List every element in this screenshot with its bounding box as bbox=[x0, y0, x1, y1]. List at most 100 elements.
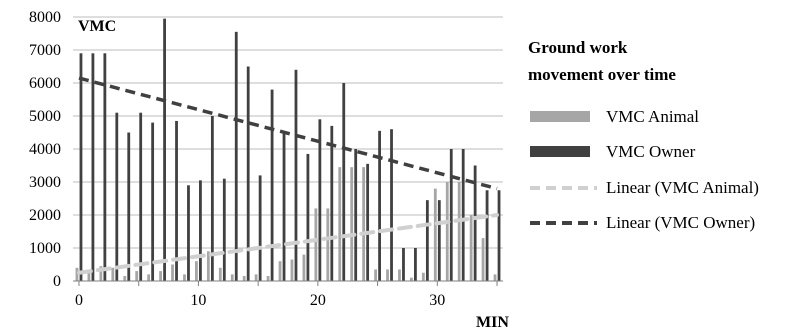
bar-vmc-animal bbox=[111, 267, 115, 281]
bar-vmc-animal bbox=[338, 167, 342, 281]
bar-vmc-animal bbox=[445, 182, 449, 281]
bar-vmc-animal bbox=[159, 271, 162, 281]
bar-vmc-owner bbox=[366, 163, 370, 281]
bar-vmc-owner bbox=[282, 132, 286, 281]
bar-vmc-owner bbox=[79, 53, 83, 281]
y-tick-label: 0 bbox=[53, 273, 61, 290]
bar-vmc-owner bbox=[234, 31, 238, 281]
bar-vmc-owner bbox=[187, 185, 190, 281]
bar-vmc-owner bbox=[270, 89, 274, 281]
bar-vmc-animal bbox=[398, 269, 401, 281]
bar-vmc-animal bbox=[254, 274, 258, 281]
y-tick-label: 4000 bbox=[29, 141, 61, 158]
y-tick-label: 8000 bbox=[29, 9, 61, 26]
bar-vmc-owner bbox=[210, 116, 214, 281]
legend: Ground work movement over time VMC Anima… bbox=[528, 38, 759, 232]
bar-vmc-owner bbox=[222, 178, 226, 281]
bar-vmc-owner bbox=[115, 112, 119, 281]
bar-vmc-animal bbox=[314, 208, 318, 281]
bar-vmc-owner bbox=[139, 112, 143, 281]
bar-vmc-animal bbox=[350, 167, 354, 281]
legend-title-line-2: movement over time bbox=[528, 65, 676, 84]
bars bbox=[75, 18, 501, 282]
bar-vmc-owner bbox=[127, 132, 131, 281]
bar-vmc-animal bbox=[147, 274, 151, 281]
legend-label-linear-owner: Linear (VMC Owner) bbox=[606, 213, 755, 232]
y-axis-title: VMC bbox=[78, 18, 116, 35]
bar-vmc-owner bbox=[163, 18, 166, 282]
bar-vmc-animal bbox=[87, 271, 91, 281]
bar-vmc-animal bbox=[242, 276, 246, 281]
y-tick-label: 3000 bbox=[29, 174, 61, 191]
x-axis-title: MIN bbox=[476, 314, 509, 330]
legend-label-vmc-owner: VMC Owner bbox=[606, 142, 696, 161]
bar-vmc-owner bbox=[306, 153, 310, 281]
y-tick-label: 7000 bbox=[29, 42, 61, 59]
trendline-vmc-owner bbox=[78, 76, 498, 191]
bar-vmc-animal bbox=[99, 266, 103, 281]
bar-vmc-animal bbox=[469, 215, 473, 281]
bar-vmc-owner bbox=[402, 248, 405, 281]
bar-vmc-owner bbox=[378, 130, 381, 281]
bar-vmc-owner bbox=[199, 180, 202, 281]
bar-vmc-animal bbox=[230, 274, 234, 281]
bar-vmc-animal bbox=[290, 259, 294, 281]
bar-vmc-owner bbox=[103, 53, 107, 281]
bar-vmc-owner bbox=[151, 122, 155, 281]
bar-vmc-animal bbox=[493, 274, 497, 281]
legend-swatch-vmc-animal bbox=[530, 111, 590, 122]
bar-vmc-owner bbox=[425, 200, 429, 281]
gridlines bbox=[73, 16, 503, 249]
bar-vmc-animal bbox=[326, 208, 330, 281]
bar-vmc-owner bbox=[390, 129, 393, 281]
bar-vmc-owner bbox=[485, 190, 489, 281]
bar-vmc-animal bbox=[171, 264, 174, 281]
axes: 0 1000 2000 3000 4000 5000 6000 7000 8000 0 10 20 30 bbox=[29, 9, 503, 309]
bar-vmc-animal bbox=[457, 182, 461, 281]
y-tick-label: 5000 bbox=[29, 108, 61, 125]
bar-vmc-owner bbox=[449, 149, 453, 281]
bar-vmc-owner bbox=[461, 149, 465, 281]
bar-vmc-animal bbox=[278, 261, 282, 281]
bar-vmc-animal bbox=[195, 261, 198, 281]
bar-vmc-animal bbox=[75, 267, 79, 281]
bar-vmc-animal bbox=[374, 269, 377, 281]
x-tick-label: 20 bbox=[310, 292, 326, 309]
bar-vmc-owner bbox=[473, 165, 477, 281]
x-tick-label: 0 bbox=[75, 292, 83, 309]
bar-vmc-animal bbox=[302, 254, 306, 281]
bar-vmc-animal bbox=[218, 267, 222, 281]
bar-vmc-animal bbox=[410, 277, 413, 281]
bar-vmc-animal bbox=[135, 271, 139, 281]
legend-label-linear-animal: Linear (VMC Animal) bbox=[606, 178, 759, 197]
bar-vmc-owner bbox=[91, 53, 95, 281]
bar-vmc-animal bbox=[266, 276, 270, 281]
bar-vmc-animal bbox=[206, 251, 210, 281]
bar-vmc-animal bbox=[421, 272, 425, 281]
bar-vmc-animal bbox=[386, 269, 389, 281]
bar-vmc-owner bbox=[414, 248, 417, 281]
bar-vmc-animal bbox=[123, 276, 127, 281]
legend-swatch-vmc-owner bbox=[530, 146, 590, 157]
bar-vmc-owner bbox=[342, 83, 346, 281]
bar-vmc-animal bbox=[362, 167, 366, 281]
bar-vmc-animal bbox=[481, 238, 485, 281]
y-tick-label: 2000 bbox=[29, 207, 61, 224]
y-tick-label: 6000 bbox=[29, 75, 61, 92]
bar-vmc-owner bbox=[258, 175, 262, 281]
bar-vmc-owner bbox=[246, 66, 250, 281]
legend-label-vmc-animal: VMC Animal bbox=[606, 107, 699, 126]
trendline-vmc-animal bbox=[76, 213, 500, 275]
bar-vmc-owner bbox=[294, 69, 298, 281]
bar-vmc-owner bbox=[437, 200, 441, 281]
bar-vmc-owner bbox=[318, 119, 322, 281]
bar-vmc-animal bbox=[183, 274, 186, 281]
x-tick-label: 30 bbox=[429, 292, 445, 309]
bar-vmc-owner bbox=[175, 120, 178, 281]
bar-vmc-owner bbox=[497, 190, 501, 281]
bar-vmc-animal bbox=[433, 188, 437, 281]
trendlines bbox=[76, 76, 500, 275]
y-tick-label: 1000 bbox=[29, 240, 61, 257]
bar-vmc-owner bbox=[330, 125, 334, 282]
